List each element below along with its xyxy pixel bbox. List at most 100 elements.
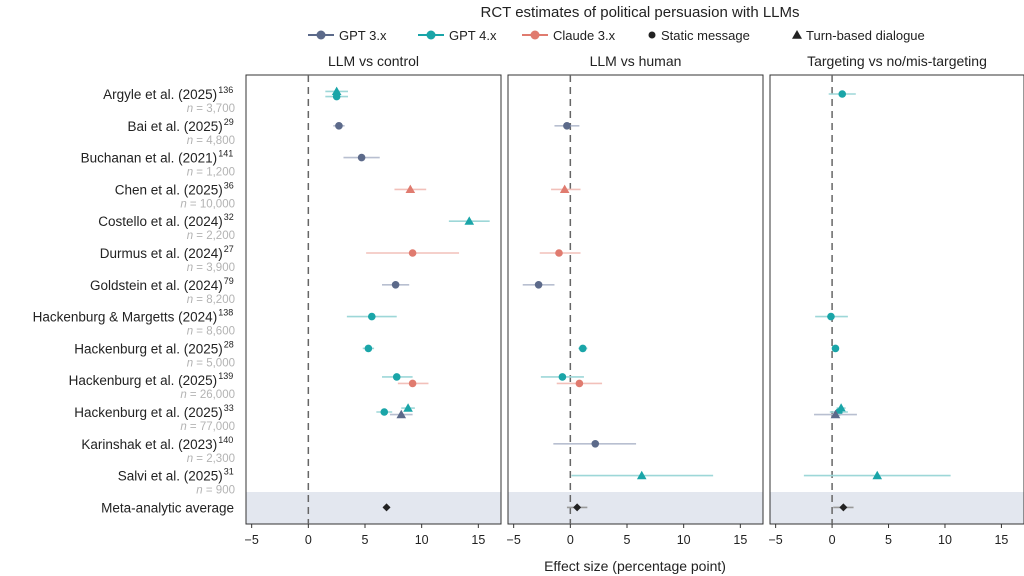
panel-frame xyxy=(507,74,764,525)
sample-size-symbol: n xyxy=(187,135,193,147)
sample-size-symbol: n xyxy=(187,103,193,115)
sample-size-symbol: n xyxy=(187,357,193,369)
estimate xyxy=(397,379,429,388)
x-tick-label: −5 xyxy=(507,533,521,547)
point-estimate-dialogue xyxy=(559,184,570,193)
reference-number: 31 xyxy=(224,467,234,477)
estimate xyxy=(325,92,348,101)
point-estimate-static xyxy=(534,281,543,289)
estimate xyxy=(551,184,581,193)
legend-label: GPT 4.x xyxy=(449,28,497,43)
reference-number: 138 xyxy=(218,308,233,318)
point-estimate-static xyxy=(558,373,567,381)
panel-frame xyxy=(769,74,1024,525)
legend-marker xyxy=(426,30,436,40)
x-tick-label: 15 xyxy=(471,533,485,547)
meta-analytic-diamond xyxy=(382,503,391,512)
meta-analytic-diamond xyxy=(573,503,582,512)
reference-number: 27 xyxy=(224,244,234,254)
sample-size: n = 3,700 xyxy=(187,103,235,115)
x-tick-label: 5 xyxy=(624,533,631,547)
estimate xyxy=(333,122,345,130)
point-estimate-static xyxy=(555,249,563,257)
panels: LLM vs control −5 0 5 10 15 LLM vs human −5 0 5 10… xyxy=(245,53,1024,547)
study-row-label: Goldstein et al. (2024) 79 n = 8,200 xyxy=(90,276,235,306)
estimate xyxy=(401,403,415,412)
point-estimate-static xyxy=(380,408,389,416)
estimate xyxy=(814,409,857,419)
turn-based-dialogue-marker xyxy=(792,30,802,39)
meta-row-shading xyxy=(246,492,501,524)
point-estimate-static xyxy=(335,122,343,130)
study-row-label: Durmus et al. (2024) 27 n = 3,900 xyxy=(100,244,235,274)
reference-number: 141 xyxy=(218,149,233,159)
estimate xyxy=(571,470,714,480)
estimate xyxy=(366,249,460,257)
estimate xyxy=(343,153,380,162)
sample-size-value: = 8,600 xyxy=(193,326,235,338)
estimate xyxy=(833,503,854,512)
study-row-label: Argyle et al. (2025) 136 n = 3,700 xyxy=(103,85,235,115)
panel-frame xyxy=(245,74,502,525)
point-estimate-static xyxy=(563,122,571,130)
point-estimate-static xyxy=(332,92,341,101)
estimate xyxy=(389,409,413,419)
sample-size-symbol: n xyxy=(187,167,193,179)
x-tick-label: 5 xyxy=(885,533,892,547)
study-row-label: Hackenburg et al. (2025) 139 n = 26,000 xyxy=(69,371,235,401)
study-name: Salvi et al. (2025) xyxy=(118,469,223,484)
sample-size-value: = 4,800 xyxy=(193,135,235,147)
point-estimate-static xyxy=(831,344,840,353)
point-estimate-static xyxy=(408,249,417,257)
x-axis-label: Effect size (percentage point) xyxy=(544,558,726,574)
x-tick-label: 15 xyxy=(733,533,747,547)
study-row-label: Hackenburg et al. (2025) 33 n = 77,000 xyxy=(74,403,235,433)
estimate xyxy=(382,373,413,381)
sample-size-value: = 77,000 xyxy=(187,421,235,433)
estimate xyxy=(554,122,580,130)
estimate xyxy=(448,216,490,225)
study-row-label: Chen et al. (2025) 36 n = 10,000 xyxy=(115,180,235,210)
point-estimate-static xyxy=(391,281,400,289)
estimate xyxy=(522,281,555,289)
estimate xyxy=(803,470,951,480)
study-name: Karinshak et al. (2023) xyxy=(81,437,217,452)
study-row-label: Hackenburg & Margetts (2024) 138 n = 8,600 xyxy=(33,308,235,338)
point-estimate-dialogue xyxy=(464,216,475,225)
point-estimate-static xyxy=(368,312,376,321)
legend-item: GPT 4.x xyxy=(418,28,497,43)
point-estimate-static xyxy=(591,440,600,448)
meta-analytic-label: Meta-analytic average xyxy=(101,500,234,515)
point-estimate-dialogue xyxy=(403,403,413,412)
estimate xyxy=(831,344,840,353)
point-estimate-static xyxy=(408,379,417,388)
sample-size: n = 8,600 xyxy=(187,326,235,338)
panel: LLM vs human −5 0 5 10 15 xyxy=(507,53,764,547)
x-tick-label: 10 xyxy=(677,533,691,547)
sample-size-symbol: n xyxy=(180,389,186,401)
chart-title: RCT estimates of political persuasion wi… xyxy=(480,4,799,21)
sample-size: n = 77,000 xyxy=(180,421,235,433)
estimate xyxy=(362,344,375,353)
sample-size-value: = 2,200 xyxy=(193,230,235,242)
sample-size: n = 8,200 xyxy=(187,294,235,306)
legend-marker xyxy=(530,30,540,40)
study-name: Hackenburg et al. (2025) xyxy=(74,405,223,420)
legend-label: Turn-based dialogue xyxy=(806,28,925,43)
meta-analytic-diamond xyxy=(839,503,848,512)
x-tick-label: −5 xyxy=(769,533,783,547)
study-name: Hackenburg & Margetts (2024) xyxy=(33,310,218,325)
legend-label: GPT 3.x xyxy=(339,28,387,43)
point-estimate-dialogue xyxy=(872,470,883,480)
estimate xyxy=(382,281,410,289)
study-name: Costello et al. (2024) xyxy=(98,214,223,229)
sample-size-symbol: n xyxy=(187,294,193,306)
estimate xyxy=(553,440,637,448)
sample-size-symbol: n xyxy=(180,421,186,433)
legend: GPT 3.x GPT 4.x Claude 3.x Static message Tu… xyxy=(308,28,925,43)
estimate xyxy=(540,373,584,381)
study-name: Argyle et al. (2025) xyxy=(103,87,217,102)
sample-size-value: = 8,200 xyxy=(193,294,235,306)
sample-size-value: = 26,000 xyxy=(187,389,235,401)
sample-size: n = 2,200 xyxy=(187,230,235,242)
